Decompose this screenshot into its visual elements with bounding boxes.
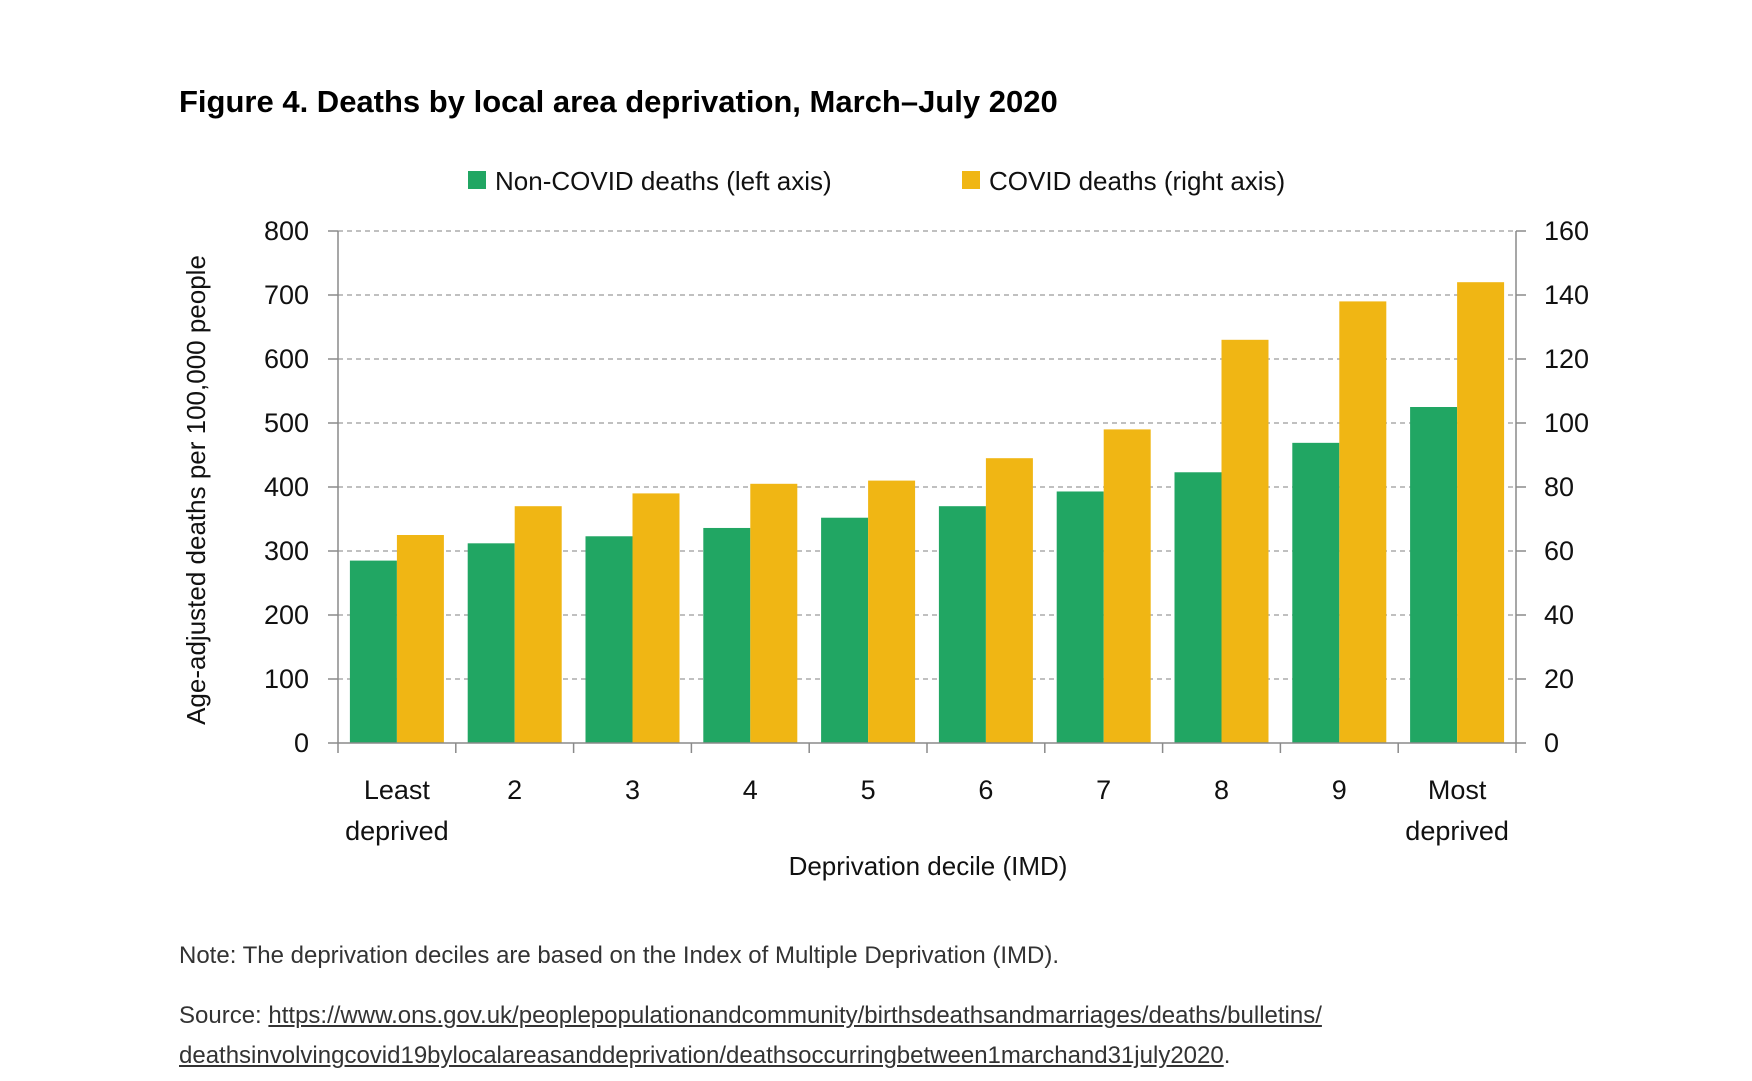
bar-covid [750,483,798,743]
left-tick-label: 300 [264,536,309,566]
right-tick-label: 0 [1544,728,1559,758]
source-prefix: Source: [179,1002,269,1029]
x-tick-label: 3 [625,775,640,805]
x-tick-label: 5 [861,775,876,805]
source-link-line-2[interactable]: deathsinvolvingcovid19bylocalareasanddep… [179,1042,1224,1069]
bar-non-covid [1292,442,1340,743]
right-tick-label: 120 [1544,344,1589,374]
left-tick-label: 0 [294,728,309,758]
left-tick-label: 100 [264,664,309,694]
left-axis-ticks: 0 100 200 300 400 500 600 700 800 [264,216,338,758]
x-tick-label: Most [1428,775,1487,805]
source-link-line-1[interactable]: https://www.ons.gov.uk/peoplepopulationa… [268,1002,1322,1029]
legend: Non-COVID deaths (left axis) COVID death… [468,166,1285,196]
source-suffix: . [1223,1042,1231,1069]
bar-non-covid [1056,491,1104,743]
bar-covid [1103,429,1151,743]
right-tick-label: 40 [1544,600,1574,630]
left-tick-label: 500 [264,408,309,438]
right-tick-label: 20 [1544,664,1574,694]
legend-swatch-non-covid [468,171,486,189]
x-tick-label: deprived [1405,816,1509,846]
right-tick-label: 60 [1544,536,1574,566]
left-tick-label: 200 [264,600,309,630]
bar-non-covid [938,506,986,743]
chart-source: Source: https://www.ons.gov.uk/peoplepop… [179,996,1322,1076]
right-tick-label: 80 [1544,472,1574,502]
bar-non-covid [349,560,397,743]
bars [349,282,1505,743]
x-tick-label: 8 [1214,775,1229,805]
bar-covid [632,493,680,743]
bar-covid [1339,301,1387,743]
legend-label-non-covid: Non-COVID deaths (left axis) [495,166,832,196]
left-tick-label: 400 [264,472,309,502]
chart-note: Note: The deprivation deciles are based … [179,942,1060,969]
left-tick-label: 800 [264,216,309,246]
x-tick-label: 9 [1332,775,1347,805]
x-tick-label: deprived [345,816,449,846]
bar-non-covid [821,517,869,743]
bar-covid [1457,282,1505,743]
y-axis-label: Age-adjusted deaths per 100,000 people [181,255,211,725]
bar-covid [985,458,1033,743]
bar-covid [514,506,562,743]
bar-non-covid [1410,407,1458,743]
right-axis-ticks: 0 20 40 60 80 100 120 140 160 [1516,216,1589,758]
x-axis-ticks: Least deprived 2 3 4 5 6 7 8 9 Most deprived [345,775,1509,846]
x-tick-label: 2 [507,775,522,805]
bar-covid [868,480,916,743]
bar-non-covid [703,527,751,743]
x-tick-label: Least [364,775,431,805]
x-axis-label: Deprivation decile (IMD) [789,851,1068,881]
left-tick-label: 600 [264,344,309,374]
x-tick-label: 7 [1096,775,1111,805]
x-tick-label: 6 [978,775,993,805]
right-tick-label: 100 [1544,408,1589,438]
bar-non-covid [1174,472,1222,743]
legend-label-covid: COVID deaths (right axis) [989,166,1285,196]
chart-title: Figure 4. Deaths by local area deprivati… [179,84,1058,119]
right-tick-label: 160 [1544,216,1589,246]
bar-covid [396,535,444,743]
x-tick-label: 4 [743,775,758,805]
right-tick-label: 140 [1544,280,1589,310]
bar-non-covid [585,536,633,743]
bar-covid [1221,339,1269,743]
left-tick-label: 700 [264,280,309,310]
legend-swatch-covid [962,171,980,189]
bar-non-covid [467,543,515,743]
